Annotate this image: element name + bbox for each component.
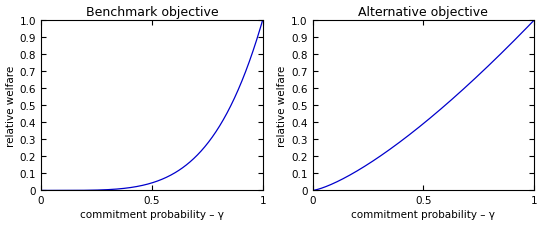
Y-axis label: relative welfare: relative welfare — [277, 65, 287, 146]
Title: Benchmark objective: Benchmark objective — [86, 6, 218, 18]
Y-axis label: relative welfare: relative welfare — [5, 65, 16, 146]
X-axis label: commitment probability – γ: commitment probability – γ — [80, 209, 224, 219]
Title: Alternative objective: Alternative objective — [358, 6, 488, 18]
X-axis label: commitment probability – γ: commitment probability – γ — [351, 209, 495, 219]
